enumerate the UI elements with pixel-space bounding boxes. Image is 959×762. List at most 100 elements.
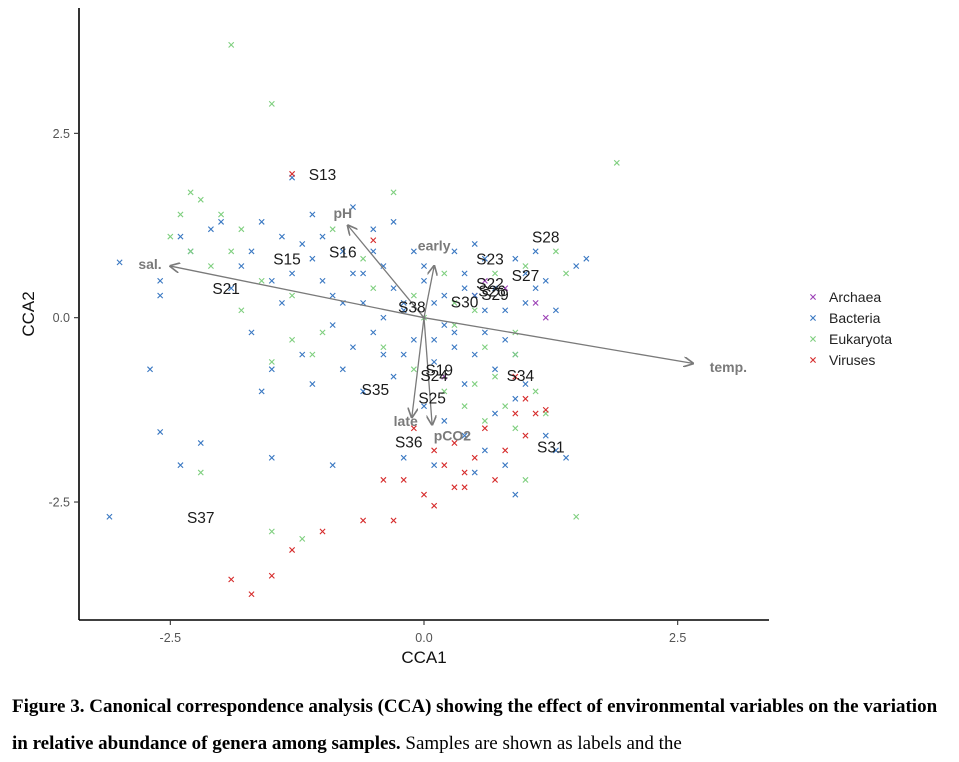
x-axis-title: CCA1 bbox=[401, 648, 446, 667]
bacteria-point bbox=[207, 226, 214, 233]
viruses-point bbox=[542, 406, 549, 413]
bacteria-point bbox=[441, 292, 448, 299]
bacteria-point bbox=[400, 351, 407, 358]
bacteria-point bbox=[147, 366, 154, 373]
eukaryota-point bbox=[481, 417, 488, 424]
bacteria-point bbox=[360, 270, 367, 277]
eukaryota-point bbox=[380, 344, 387, 351]
sample-label-s34: S34 bbox=[507, 368, 535, 385]
sample-label-s15: S15 bbox=[273, 252, 301, 269]
bacteria-point bbox=[248, 248, 255, 255]
vector-arrow-temp bbox=[423, 317, 693, 364]
viruses-point bbox=[492, 476, 499, 483]
eukaryota-point bbox=[268, 100, 275, 107]
eukaryota-point bbox=[177, 211, 184, 218]
bacteria-point bbox=[177, 462, 184, 469]
eukaryota-point bbox=[167, 233, 174, 240]
bacteria-point bbox=[461, 285, 468, 292]
y-tick-label: 2.5 bbox=[53, 127, 70, 141]
eukaryota-point bbox=[492, 373, 499, 380]
eukaryota-point bbox=[207, 263, 214, 270]
bacteria-point bbox=[512, 395, 519, 402]
bacteria-point bbox=[421, 277, 427, 284]
bacteria-point bbox=[177, 233, 184, 240]
bacteria-point bbox=[431, 462, 438, 469]
sample-label-s19: S19 bbox=[425, 362, 453, 379]
eukaryota-point bbox=[319, 329, 326, 336]
legend-marker-archaea bbox=[810, 294, 816, 300]
viruses-point bbox=[481, 425, 488, 432]
legend-marker-viruses bbox=[810, 357, 816, 363]
eukaryota-point bbox=[410, 366, 417, 373]
bacteria-point bbox=[492, 366, 499, 373]
vector-label-late: late bbox=[394, 413, 418, 429]
viruses-point bbox=[319, 528, 326, 535]
bacteria-point bbox=[492, 410, 499, 417]
eukaryota-point bbox=[563, 270, 570, 277]
eukaryota-point bbox=[390, 189, 397, 196]
y-tick-label: 0.0 bbox=[53, 311, 70, 325]
bacteria-point bbox=[552, 307, 559, 314]
bacteria-point bbox=[390, 373, 397, 380]
bacteria-point bbox=[390, 218, 397, 225]
bacteria-point bbox=[492, 285, 499, 292]
bacteria-point bbox=[481, 307, 488, 314]
bacteria-point bbox=[278, 233, 285, 240]
eukaryota-point bbox=[258, 277, 265, 284]
viruses-point bbox=[441, 462, 448, 469]
environmental-vectors: sal. temp. pH early late pCO2 bbox=[138, 205, 747, 444]
bacteria-point bbox=[532, 285, 539, 292]
bacteria-point bbox=[471, 469, 478, 476]
bacteria-point bbox=[309, 381, 316, 388]
sample-label-s35: S35 bbox=[361, 382, 389, 399]
legend-label-eukaryota: Eukaryota bbox=[829, 331, 892, 347]
eukaryota-point bbox=[309, 351, 316, 358]
eukaryota-point bbox=[410, 292, 417, 299]
viruses-point bbox=[228, 576, 235, 583]
vector-label-ph: pH bbox=[333, 205, 352, 221]
sample-label-s16: S16 bbox=[329, 244, 357, 261]
viruses-point bbox=[248, 591, 255, 598]
eukaryota-point bbox=[522, 263, 529, 270]
bacteria-point bbox=[451, 344, 458, 351]
bacteria-point bbox=[380, 351, 387, 358]
sample-label-s28: S28 bbox=[532, 230, 560, 247]
caption-bold: Figure 3. Canonical correspondence analy… bbox=[12, 696, 938, 754]
eukaryota-point bbox=[441, 270, 448, 277]
archaea-point bbox=[542, 314, 549, 321]
viruses-point bbox=[431, 502, 438, 509]
bacteria-point bbox=[349, 344, 356, 351]
eukaryota-point bbox=[228, 41, 235, 48]
eukaryota-point bbox=[329, 226, 336, 233]
eukaryota-point bbox=[512, 351, 519, 358]
eukaryota-point bbox=[502, 403, 509, 410]
eukaryota-point bbox=[299, 535, 306, 542]
bacteria-point bbox=[157, 428, 164, 435]
bacteria-point bbox=[268, 366, 275, 373]
vector-label-sal: sal. bbox=[138, 256, 161, 272]
viruses-point bbox=[380, 476, 387, 483]
bacteria-point bbox=[512, 491, 519, 498]
bacteria-point bbox=[268, 277, 275, 284]
bacteria-point bbox=[157, 277, 164, 284]
eukaryota-point bbox=[441, 388, 448, 395]
sample-label-s25: S25 bbox=[418, 390, 446, 407]
bacteria-point bbox=[370, 248, 377, 255]
bacteria-point bbox=[471, 240, 478, 247]
eukaryota-point bbox=[228, 248, 235, 255]
viruses-point bbox=[461, 469, 468, 476]
eukaryota-point bbox=[532, 388, 539, 395]
viruses-point bbox=[360, 517, 367, 524]
bacteria-point bbox=[319, 277, 326, 284]
axis-ticks: -2.5 0.0 2.5 -2.5 0.0 2.5 bbox=[48, 127, 686, 645]
bacteria-point bbox=[512, 255, 519, 262]
archaea-point bbox=[481, 277, 488, 284]
archaea-point bbox=[441, 373, 448, 380]
bacteria-point bbox=[451, 329, 458, 336]
sample-label-s30: S30 bbox=[451, 294, 479, 311]
viruses-point bbox=[268, 572, 275, 579]
archaea-point bbox=[532, 299, 539, 306]
bacteria-point bbox=[502, 336, 509, 343]
viruses-point bbox=[512, 410, 519, 417]
bacteria-point bbox=[380, 314, 387, 321]
